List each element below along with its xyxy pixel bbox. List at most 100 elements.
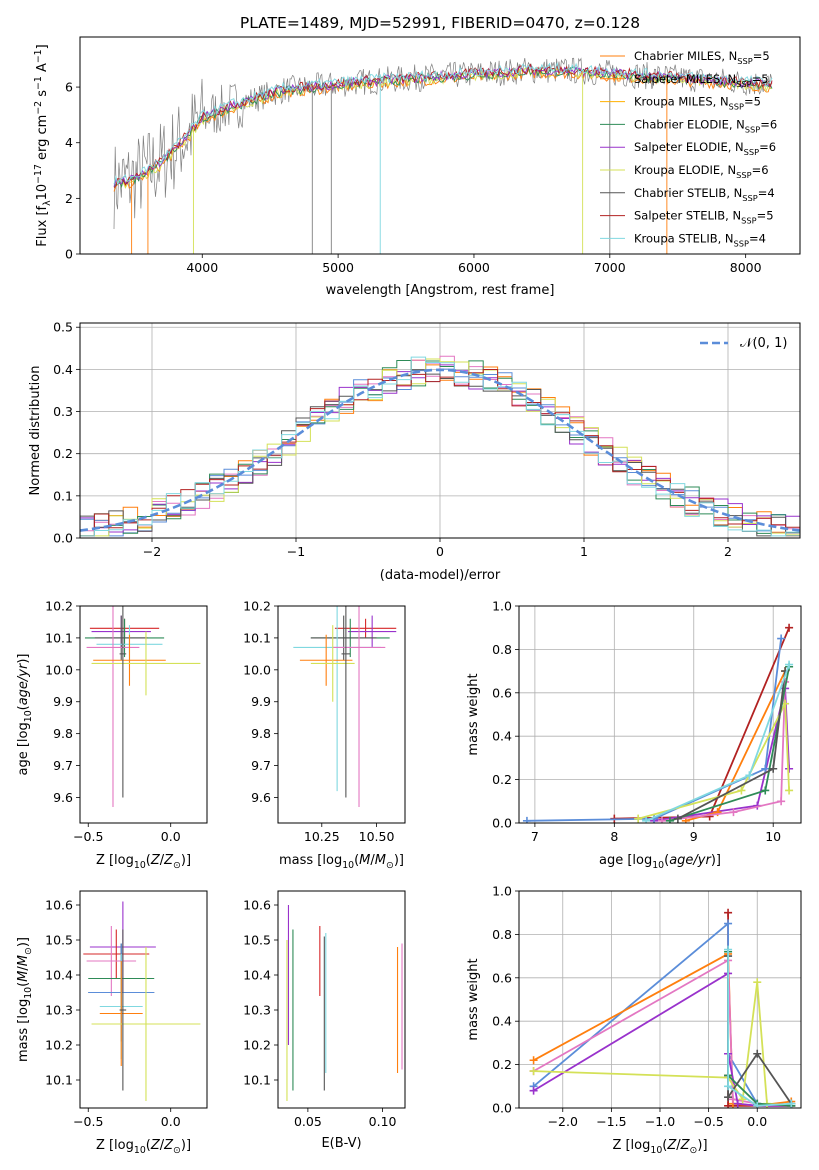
y-tick-label: 0.0 <box>492 1101 512 1116</box>
legend-entry: Kroupa STELIB, NSSP=4 <box>634 231 766 248</box>
y-axis-label: mass weight <box>466 958 481 1040</box>
data-point-marker <box>724 1093 733 1102</box>
panel-residuals: −2 −1 0 1 2 0.0 0.1 0.2 0.3 0.4 0.5 (data-model)/er… <box>28 320 801 583</box>
y-tick-label: 0.4 <box>492 729 512 744</box>
legend-entry: Chabrier MILES, NSSP=5 <box>634 49 770 66</box>
data-point-marker <box>777 797 786 806</box>
normal-reference-curve <box>80 368 800 532</box>
legend-entry: Chabrier ELODIE, NSSP=6 <box>634 117 777 134</box>
data-point-marker <box>728 1095 737 1104</box>
x-tick-label: −0.5 <box>73 829 103 844</box>
y-tick-label: 0.8 <box>492 642 512 657</box>
data-point-marker <box>724 1101 733 1108</box>
axes-frame <box>277 890 406 1109</box>
data-point-marker <box>785 623 794 632</box>
y-tick-label: 4 <box>65 135 73 150</box>
panel-age_vs_mass: 10.25 10.50 9.6 9.7 9.8 9.9 10.0 10.1 10.2 mass [… <box>243 599 406 871</box>
panel-spectrum: 4000 5000 6000 7000 8000 0 2 4 6 wavelength [Angs… <box>33 36 801 298</box>
series-line <box>526 638 782 822</box>
legend-entry: Salpeter MILES, NSSP=5 <box>634 72 769 89</box>
series-lines <box>522 623 794 823</box>
data-point-marker <box>733 1099 742 1108</box>
data-point-marker <box>787 1099 796 1108</box>
y-tick-label: 9.9 <box>53 694 73 709</box>
data-point-marker <box>529 1056 538 1065</box>
x-tick-label: 0.10 <box>369 1114 397 1129</box>
axes-frame <box>79 36 801 255</box>
series-line <box>533 981 792 1107</box>
y-tick-label: 10.3 <box>243 1003 271 1018</box>
histograms <box>80 355 800 537</box>
y-tick-label: 9.8 <box>251 726 271 741</box>
x-tick-label: 4000 <box>186 260 218 275</box>
legend: 𝒩(0, 1) <box>700 336 787 351</box>
histogram-step <box>80 356 800 537</box>
x-tick-label: 7 <box>531 829 539 844</box>
data-point-marker <box>737 786 746 795</box>
y-tick-label: 10.6 <box>243 898 271 913</box>
series-lines <box>529 908 796 1108</box>
y-tick-label: 10.6 <box>45 898 73 913</box>
series-line <box>533 958 792 1107</box>
legend: Chabrier MILES, NSSP=5 Salpeter MILES, NS… <box>600 49 777 248</box>
data-point-marker <box>785 786 794 795</box>
data-point-marker <box>769 764 778 773</box>
legend-entry: 𝒩(0, 1) <box>740 336 787 351</box>
error-bars <box>84 606 201 808</box>
y-tick-label: 0.4 <box>53 362 73 377</box>
x-tick-label: 8 <box>610 829 618 844</box>
legend-entry: Kroupa MILES, NSSP=5 <box>634 95 761 112</box>
histogram-step <box>80 362 800 534</box>
data-point-marker <box>634 814 643 823</box>
y-tick-label: 9.7 <box>53 758 73 773</box>
data-point-marker <box>724 908 733 917</box>
y-tick-label: 2 <box>65 191 73 206</box>
legend-entry: Chabrier STELIB, NSSP=4 <box>634 186 775 203</box>
x-tick-label: −0.5 <box>693 1114 723 1129</box>
y-tick-label: 9.6 <box>53 790 73 805</box>
data-point-marker <box>529 1086 538 1095</box>
data-point-marker <box>522 816 531 823</box>
axes-frame <box>277 605 406 824</box>
y-tick-label: 0.2 <box>492 1057 512 1072</box>
y-tick-label: 0.2 <box>53 446 73 461</box>
y-tick-label: 1.0 <box>492 599 512 614</box>
x-tick-label: 8000 <box>730 260 762 275</box>
y-tick-label: 9.8 <box>53 726 73 741</box>
x-axis-label: age [log10(age/yr)] <box>599 853 721 871</box>
series-line <box>661 681 786 822</box>
x-tick-label: 7000 <box>594 260 626 275</box>
x-axis-label: E(B-V) <box>321 1136 361 1151</box>
error-bars <box>286 905 403 1101</box>
x-tick-label: −1 <box>287 544 305 559</box>
x-tick-label: 10.50 <box>359 829 395 844</box>
y-tick-label: 10.0 <box>45 662 73 677</box>
series-line <box>637 700 790 820</box>
data-point-marker <box>673 814 682 823</box>
histogram-step <box>80 369 800 537</box>
y-tick-label: 9.6 <box>251 790 271 805</box>
data-point-marker <box>529 1067 538 1076</box>
spectrum-lines <box>113 57 773 254</box>
y-tick-label: 10.1 <box>243 630 271 645</box>
y-tick-label: 0.5 <box>53 320 73 335</box>
data-point-marker <box>729 808 738 817</box>
series-line <box>727 956 793 1105</box>
data-point-marker <box>642 816 651 823</box>
data-point-marker <box>724 1082 733 1091</box>
panel-mass_vs_EBV: 0.05 0.10 10.1 10.2 10.3 10.4 10.5 10.6 E(B-V) <box>243 890 406 1151</box>
x-tick-label: 0.0 <box>747 1114 767 1129</box>
x-tick-label: 10.25 <box>304 829 340 844</box>
x-axis-label: (data-model)/error <box>380 568 501 583</box>
y-tick-label: 10.4 <box>45 968 73 983</box>
y-tick-label: 0.6 <box>492 970 512 985</box>
data-point-marker <box>753 1101 762 1108</box>
x-tick-label: 0 <box>436 544 444 559</box>
series-line <box>727 949 792 1107</box>
y-tick-label: 10.2 <box>45 599 73 614</box>
y-tick-label: 10.2 <box>243 599 271 614</box>
x-tick-label: 0.0 <box>161 829 181 844</box>
axes-frame <box>79 322 801 539</box>
error-bars <box>83 901 201 1101</box>
